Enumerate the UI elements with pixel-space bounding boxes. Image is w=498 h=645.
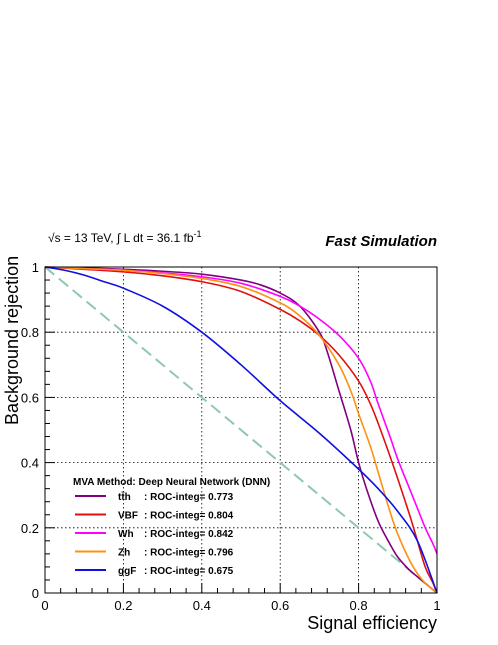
- y-tick-label-3: 0.6: [21, 390, 39, 405]
- legend-roc-wh: : ROC-integ= 0.842: [144, 529, 234, 540]
- y-tick-label-0: 0: [32, 586, 39, 601]
- x-tick-label-1: 0.2: [114, 598, 132, 613]
- y-tick-label-2: 0.4: [21, 456, 39, 471]
- legend: MVA Method: Deep Neural Network (DNN) tt…: [73, 477, 270, 577]
- axis-ticks: [44, 266, 438, 594]
- legend-roc-zh: : ROC-integ= 0.796: [144, 548, 234, 559]
- legend-roc-tth: : ROC-integ= 0.773: [144, 492, 234, 503]
- legend-name-wh: Wh: [118, 529, 134, 540]
- y-tick-label-4: 0.8: [21, 325, 39, 340]
- fast-simulation-label: Fast Simulation: [325, 233, 437, 250]
- series-line-ggf: [44, 266, 438, 594]
- legend-name-ggf: ggF: [118, 566, 136, 577]
- grid: [45, 267, 437, 593]
- legend-name-vbf: VBF: [118, 511, 138, 522]
- series-line-zh: [44, 266, 438, 594]
- x-tick-label-0: 0: [41, 598, 48, 613]
- x-axis-title: Signal efficiency: [307, 613, 437, 633]
- x-tick-label-5: 1: [433, 598, 440, 613]
- series-lines: [44, 266, 438, 594]
- plot-frame: [44, 266, 438, 594]
- x-tick-label-4: 0.8: [350, 598, 368, 613]
- series-line-tth: [44, 266, 438, 594]
- x-tick-label-3: 0.6: [271, 598, 289, 613]
- energy-label: √s = 13 TeV, ∫ L dt = 36.1 fb-1: [48, 229, 202, 245]
- y-tick-label-5: 1: [32, 260, 39, 275]
- tick-labels: 0 0.2 0.4 0.6 0.8 1 0 0.2 0.4 0.6 0.8 1: [21, 260, 441, 613]
- legend-roc-ggf: : ROC-integ= 0.675: [144, 566, 234, 577]
- y-tick-label-1: 0.2: [21, 521, 39, 536]
- x-tick-label-2: 0.4: [193, 598, 211, 613]
- legend-title: MVA Method: Deep Neural Network (DNN): [73, 477, 270, 488]
- legend-name-tth: tt̄h: [118, 491, 131, 503]
- legend-name-zh: Zh: [118, 548, 130, 559]
- y-axis-title: Background rejection: [2, 256, 22, 425]
- legend-roc-vbf: : ROC-integ= 0.804: [144, 511, 234, 522]
- reference-diagonal: [44, 266, 438, 594]
- reference-line: [44, 266, 438, 594]
